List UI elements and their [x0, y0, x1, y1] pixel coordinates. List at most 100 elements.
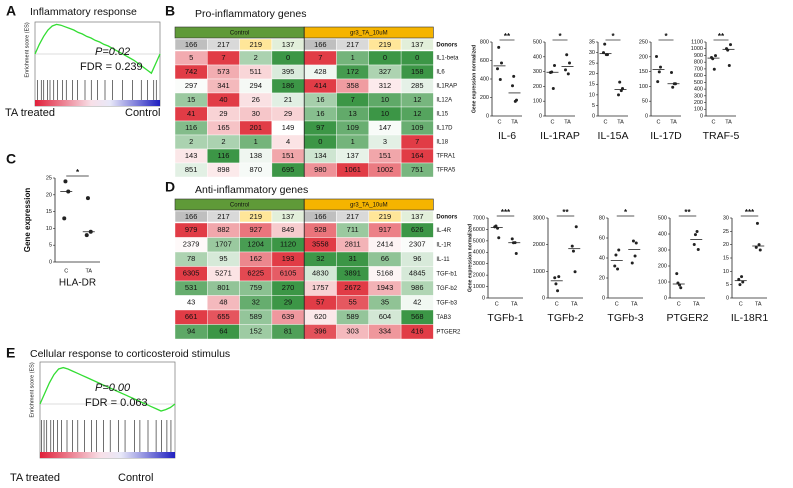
- y-tick-label: 700: [694, 66, 703, 72]
- panel-label: C: [6, 151, 16, 167]
- y-tick-label: 400: [694, 87, 703, 93]
- point: [568, 61, 571, 65]
- p-value: P=0.02: [95, 46, 130, 58]
- y-tick-label: 0: [664, 295, 667, 301]
- y-tick-label: 500: [694, 80, 703, 86]
- point: [655, 55, 658, 59]
- cell-value: 849: [282, 225, 295, 234]
- row-label: TGF-b1: [436, 271, 457, 277]
- x-tick-label: TA: [511, 301, 518, 307]
- donor-id: 166: [314, 212, 327, 221]
- cell-value: 4845: [409, 269, 426, 278]
- cell-value: 151: [379, 151, 392, 160]
- donor-id: 166: [314, 40, 327, 49]
- cell-value: 695: [282, 165, 295, 174]
- cell-value: 15: [187, 95, 195, 104]
- cell-value: 42: [413, 298, 421, 307]
- y-tick-label: 600: [480, 58, 489, 64]
- y-tick-label: 1000: [533, 269, 545, 275]
- point: [727, 63, 731, 67]
- point: [510, 237, 514, 241]
- point: [574, 225, 578, 229]
- cell-value: 416: [411, 327, 424, 336]
- rank-gradient: [40, 452, 175, 458]
- group-name: gr3_TA_10uM: [350, 203, 388, 209]
- cell-value: 6305: [183, 269, 200, 278]
- cell-value: 297: [185, 81, 198, 90]
- cell-value: 341: [217, 81, 230, 90]
- row-label: IL17D: [436, 126, 453, 132]
- cell-value: 870: [249, 165, 262, 174]
- axes: [491, 42, 522, 117]
- cell-value: 511: [250, 67, 262, 76]
- cell-value: 655: [217, 312, 230, 321]
- cell-value: 2307: [409, 240, 426, 249]
- y-tick-label: 800: [694, 60, 703, 66]
- y-tick-label: 10: [46, 226, 52, 232]
- y-axis-label: Gene expression: [23, 188, 32, 253]
- row-label: IL-1R: [436, 242, 451, 248]
- y-tick-label: 20: [589, 71, 595, 77]
- heat-cell: [400, 162, 434, 178]
- cell-value: 32: [316, 254, 324, 263]
- cell-value: 7: [415, 137, 419, 146]
- y-axis-label: Enrichment score (ES): [24, 22, 30, 77]
- row-label: IL12A: [436, 98, 452, 104]
- cell-value: 94: [187, 327, 195, 336]
- y-tick-label: 400: [480, 76, 489, 82]
- cell-value: 151: [282, 151, 295, 160]
- point: [710, 55, 713, 59]
- point: [631, 239, 635, 243]
- point: [62, 216, 67, 221]
- cell-value: 158: [411, 67, 424, 76]
- gene-label: IL-18R1: [731, 312, 769, 324]
- y-tick-label: 0: [539, 113, 542, 119]
- donor-id: 217: [346, 212, 359, 221]
- y-tick-label: 2000: [473, 273, 485, 279]
- cell-value: 2: [254, 53, 258, 62]
- cell-value: 1061: [344, 165, 361, 174]
- point: [758, 248, 762, 252]
- cell-value: 138: [249, 151, 262, 160]
- cell-value: 3: [383, 137, 387, 146]
- point: [496, 67, 499, 71]
- y-tick-label: 200: [694, 100, 703, 106]
- y-tick-label: 7000: [473, 215, 485, 221]
- cell-value: 801: [217, 283, 230, 292]
- y-tick-label: 15: [589, 82, 595, 88]
- y-tick-label: 200: [533, 84, 542, 90]
- donor-id: 217: [217, 212, 230, 221]
- cell-value: 2811: [345, 240, 361, 249]
- gene-label: IL-15A: [598, 130, 629, 142]
- point: [738, 283, 742, 287]
- cell-value: 568: [411, 312, 424, 321]
- cell-value: 81: [284, 327, 292, 336]
- y-tick-label: 0: [542, 295, 545, 301]
- cell-value: 152: [249, 327, 262, 336]
- row-label: IL1-beta: [436, 56, 459, 62]
- panel-title: Pro-inflammatory genes: [195, 8, 306, 20]
- point: [757, 243, 761, 247]
- y-tick-label: 0: [592, 113, 595, 119]
- cell-value: 395: [282, 67, 295, 76]
- cell-value: 1204: [247, 240, 264, 249]
- point: [613, 264, 617, 268]
- point: [603, 42, 607, 46]
- donor-id: 137: [411, 40, 424, 49]
- significance: *: [664, 32, 668, 41]
- panel-label: D: [165, 179, 175, 195]
- cell-value: 31: [348, 254, 356, 263]
- y-tick-label: 25: [723, 229, 729, 235]
- significance: **: [684, 208, 691, 217]
- cell-value: 270: [282, 283, 295, 292]
- donors-label: Donors: [436, 215, 458, 221]
- plot-frame: [39, 361, 176, 459]
- donors-label: Donors: [436, 43, 458, 49]
- cell-value: 334: [379, 327, 392, 336]
- y-tick-label: 500: [658, 215, 667, 221]
- row-label: TFRA5: [436, 168, 456, 174]
- gene-label: TGFb-1: [487, 312, 523, 324]
- point: [514, 252, 518, 256]
- cell-value: 327: [379, 67, 392, 76]
- cell-value: 64: [219, 327, 227, 336]
